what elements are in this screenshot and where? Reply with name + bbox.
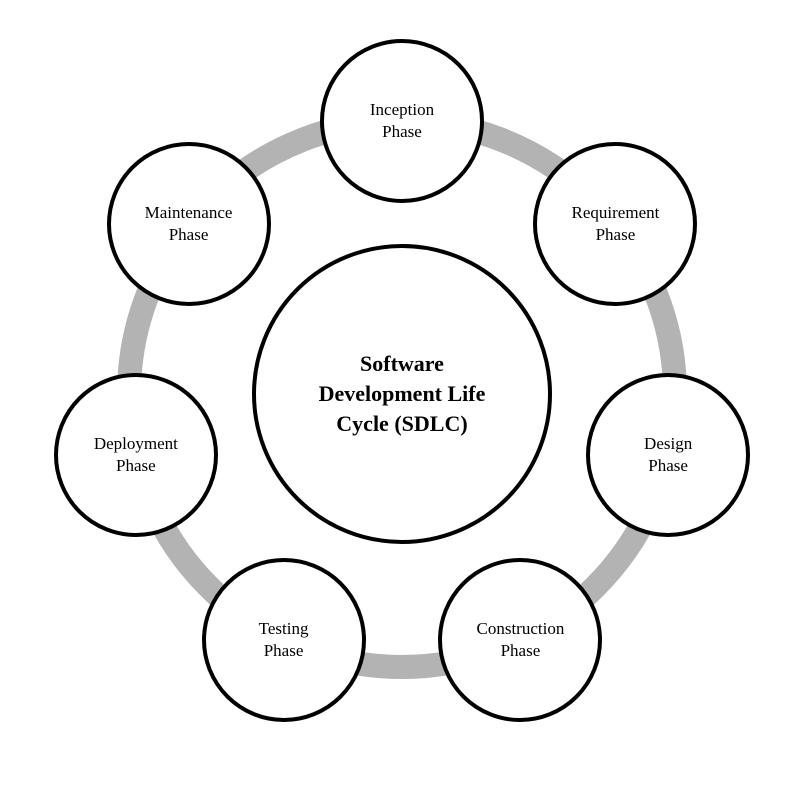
phase-inception: Inception Phase	[320, 39, 484, 203]
phase-label-deployment: Deployment Phase	[88, 433, 184, 477]
phase-label-construction: Construction Phase	[471, 618, 571, 662]
phase-label-testing: Testing Phase	[253, 618, 315, 662]
phase-label-design: Design Phase	[638, 433, 698, 477]
center-label: Software Development Life Cycle (SDLC)	[319, 349, 486, 438]
center-node: Software Development Life Cycle (SDLC)	[252, 244, 552, 544]
phase-label-requirement: Requirement Phase	[566, 202, 666, 246]
phase-label-inception: Inception Phase	[364, 99, 440, 143]
phase-testing: Testing Phase	[202, 558, 366, 722]
phase-construction: Construction Phase	[438, 558, 602, 722]
phase-maintenance: Maintenance Phase	[107, 142, 271, 306]
phase-requirement: Requirement Phase	[533, 142, 697, 306]
phase-deployment: Deployment Phase	[54, 373, 218, 537]
phase-label-maintenance: Maintenance Phase	[139, 202, 239, 246]
phase-design: Design Phase	[586, 373, 750, 537]
